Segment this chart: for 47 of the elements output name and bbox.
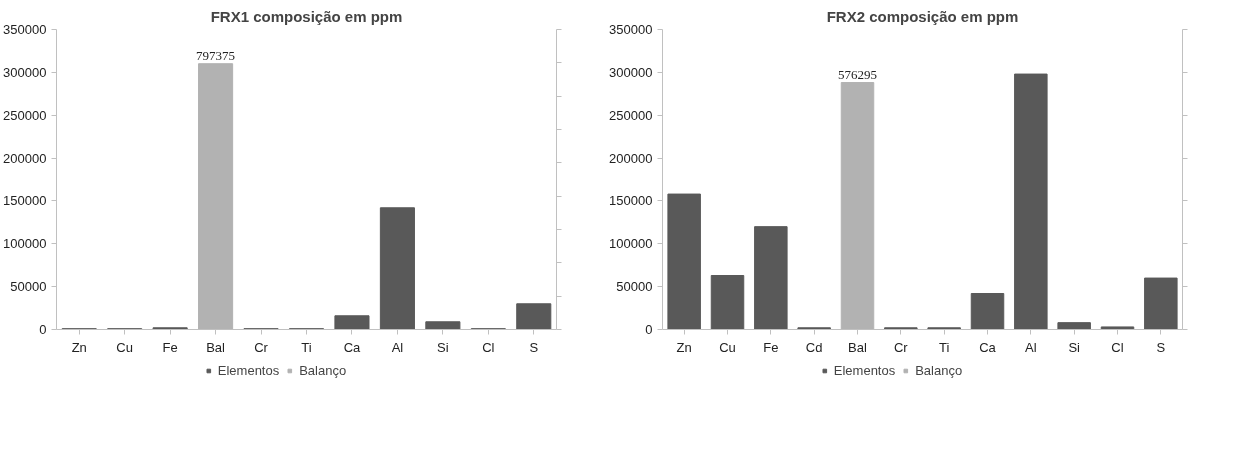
data-label: 576295: [838, 66, 877, 82]
x-tick-label: S: [1156, 339, 1166, 355]
legend-label: Balanço: [915, 362, 963, 378]
x-tick-label: Al: [1025, 339, 1037, 355]
x-tick-label: Cd: [805, 339, 823, 355]
x-tick-label: Al: [391, 339, 404, 355]
x-tick-label: Ca: [979, 339, 997, 355]
legend-label: Elementos: [217, 362, 280, 378]
y-tick-label: 300000: [3, 64, 47, 80]
y-tick-label: 250000: [3, 107, 47, 123]
y-tick-label: 250000: [609, 107, 653, 123]
x-tick-label: Fe: [162, 339, 178, 355]
chart-title: FRX1 composição em ppm: [210, 7, 403, 25]
y-tick-label: 200000: [609, 150, 653, 166]
x-tick-label: Cr: [893, 339, 909, 355]
x-tick-label: Fe: [763, 339, 779, 355]
y-tick-label: 350000: [3, 22, 47, 37]
y-tick-label: 150000: [3, 193, 47, 209]
x-tick-label: Ca: [343, 339, 362, 355]
x-tick-label: Bal: [206, 339, 226, 355]
y-tick-label: 50000: [616, 279, 653, 295]
y-tick-label: 50000: [10, 279, 47, 295]
x-tick-label: Cl: [482, 339, 495, 355]
chart-title: FRX2 composição em ppm: [826, 7, 1019, 25]
y-tick-label: 0: [645, 322, 653, 337]
x-tick-label: Ti: [301, 339, 312, 355]
y-tick-label: 100000: [3, 236, 47, 252]
y-tick-label: 0: [39, 322, 47, 337]
x-tick-label: Si: [1068, 339, 1081, 355]
x-tick-label: Cl: [1111, 339, 1124, 355]
y-tick-label: 300000: [609, 64, 653, 80]
x-tick-label: Cu: [719, 339, 736, 355]
x-tick-label: Cu: [116, 339, 133, 355]
x-tick-label: Bal: [848, 339, 868, 355]
x-tick-label: Zn: [71, 339, 87, 355]
y-tick-label: 200000: [3, 150, 47, 166]
x-tick-label: S: [529, 339, 539, 355]
y-tick-label: 150000: [609, 193, 653, 209]
x-tick-label: Zn: [676, 339, 692, 355]
legend-label: Balanço: [299, 362, 347, 378]
x-tick-label: Ti: [938, 339, 950, 355]
data-label: 797375: [196, 47, 236, 63]
y-tick-label: 100000: [609, 236, 653, 252]
x-tick-label: Si: [437, 339, 449, 355]
legend-label: Elementos: [833, 362, 896, 378]
y-tick-label: 350000: [609, 22, 653, 37]
x-tick-label: Cr: [254, 339, 269, 355]
